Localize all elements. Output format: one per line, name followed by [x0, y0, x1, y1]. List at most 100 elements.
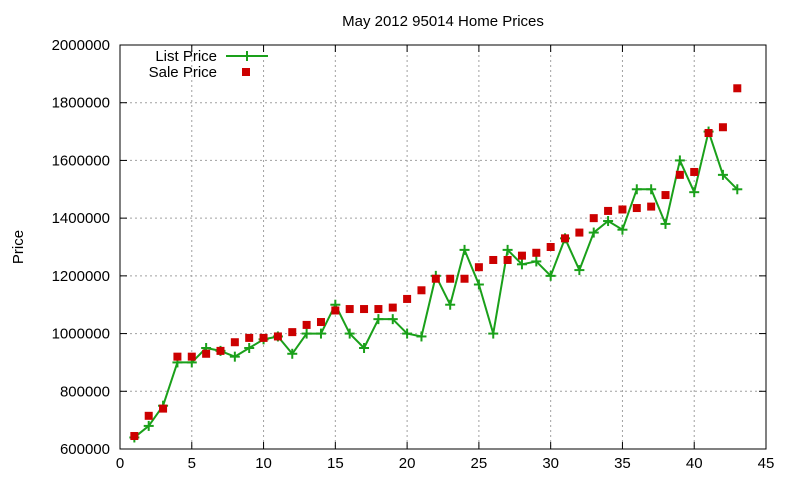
sale-price-point — [632, 204, 641, 213]
list-price-point — [229, 351, 240, 362]
sale-price-point — [403, 294, 412, 303]
sale-price-point — [259, 333, 268, 342]
list-price-point — [143, 420, 154, 431]
sale-price-point — [460, 274, 469, 283]
sale-price-point — [604, 206, 613, 215]
list-price-point — [416, 331, 427, 342]
y-tick-label: 1200000 — [52, 268, 110, 285]
list-price-point — [646, 184, 657, 195]
sale-price-point — [273, 332, 282, 341]
y-tick-label: 1800000 — [52, 95, 110, 112]
list-price-point — [315, 328, 326, 339]
x-tick-label: 35 — [614, 455, 631, 472]
sale-price-point — [144, 411, 153, 420]
sale-price-point — [316, 318, 325, 327]
sale-price-point — [331, 306, 340, 315]
sale-price-point — [503, 255, 512, 264]
sale-price-point — [474, 263, 483, 272]
sale-price-point — [216, 346, 225, 355]
sale-price-point — [446, 274, 455, 283]
list-price-point — [674, 155, 685, 166]
list-price-point — [516, 259, 527, 270]
sale-price-point — [733, 84, 742, 93]
list-price-point — [545, 270, 556, 281]
list-price-point — [244, 343, 255, 353]
list-price-point — [531, 256, 542, 267]
list-price-point — [473, 279, 484, 290]
y-tick-label: 1600000 — [52, 152, 110, 169]
series-sale-price — [130, 84, 742, 441]
x-tick-label: 30 — [542, 455, 559, 472]
tick-labels: 0 5 10 15 20 25 30 35 40 45 600000 800000 1000000 120… — [52, 37, 775, 472]
sale-price-point — [288, 328, 297, 337]
list-price-point — [502, 244, 513, 255]
y-tick-label: 600000 — [60, 441, 110, 458]
list-price-point — [344, 328, 355, 339]
x-tick-label: 5 — [188, 455, 196, 472]
list-price-point — [631, 184, 642, 195]
list-price-point — [488, 328, 499, 339]
legend-label-list-price: List Price — [155, 48, 217, 65]
sale-price-point — [230, 338, 239, 347]
sale-price-point — [517, 251, 526, 260]
sale-price-point — [374, 305, 383, 314]
sale-price-point — [302, 320, 311, 329]
y-tick-label: 1000000 — [52, 326, 110, 343]
plot-frame — [119, 44, 767, 450]
legend-square-marker — [242, 68, 250, 76]
sale-price-point — [618, 205, 627, 214]
y-tick-label: 1400000 — [52, 210, 110, 227]
sale-price-point — [661, 191, 670, 200]
sale-price-point — [546, 243, 555, 251]
sale-price-point — [561, 234, 570, 243]
sale-price-point — [431, 274, 440, 283]
x-tick-label: 15 — [327, 455, 344, 472]
sale-price-point — [718, 123, 727, 132]
list-price-point — [689, 187, 700, 198]
sale-price-point — [589, 214, 598, 223]
list-price-point — [588, 227, 599, 238]
legend-swatch-sale-price — [242, 68, 250, 76]
sale-price-point — [202, 349, 211, 358]
y-tick-label: 800000 — [60, 383, 110, 400]
y-axis-label: Price — [10, 230, 27, 264]
legend: List Price Sale Price — [149, 48, 268, 81]
x-tick-label: 25 — [471, 455, 488, 472]
axis-ticks — [119, 44, 767, 450]
x-tick-label: 0 — [116, 455, 124, 472]
sale-price-point — [675, 170, 684, 179]
sale-price-point — [704, 129, 713, 138]
x-tick-label: 45 — [758, 455, 775, 472]
x-tick-label: 20 — [399, 455, 416, 472]
sale-price-point — [159, 404, 168, 413]
sale-price-point — [173, 352, 182, 361]
chart-title: May 2012 95014 Home Prices — [342, 13, 544, 30]
list-price-point — [459, 244, 470, 255]
sale-price-point — [532, 248, 541, 257]
x-tick-label: 10 — [255, 455, 272, 472]
list-price-point — [387, 314, 398, 325]
list-price-point — [617, 224, 628, 235]
legend-swatch-list-price — [226, 51, 268, 61]
x-tick-label: 40 — [686, 455, 703, 472]
legend-label-sale-price: Sale Price — [149, 64, 217, 81]
y-tick-label: 2000000 — [52, 37, 110, 54]
list-price-point — [445, 299, 456, 310]
list-price-point — [359, 343, 370, 353]
list-price-point — [373, 314, 384, 325]
sale-price-point — [417, 286, 426, 295]
sale-price-point — [187, 352, 196, 361]
list-price-point — [603, 216, 614, 227]
sale-price-point — [245, 333, 254, 342]
series-layer — [129, 84, 743, 443]
sale-price-point — [489, 255, 498, 264]
list-price-point — [660, 218, 671, 229]
list-price-point — [287, 348, 298, 359]
sale-price-point — [575, 228, 584, 237]
sale-price-point — [345, 305, 354, 314]
list-price-point — [301, 328, 312, 339]
list-price-point — [732, 184, 743, 195]
